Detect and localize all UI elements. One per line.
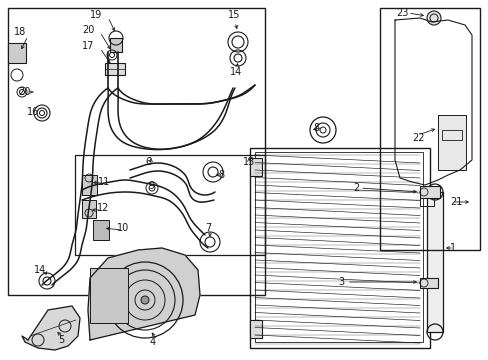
Text: 7: 7	[204, 223, 211, 233]
Bar	[249, 158, 262, 176]
Text: 4: 4	[150, 337, 156, 347]
Text: 20: 20	[82, 25, 94, 35]
Bar	[419, 278, 437, 288]
Text: 22: 22	[411, 133, 424, 143]
Bar	[441, 130, 461, 140]
Text: 14: 14	[34, 265, 46, 275]
Bar	[419, 186, 439, 198]
Bar	[419, 198, 433, 206]
Bar	[8, 43, 26, 63]
Bar	[249, 148, 429, 348]
Circle shape	[141, 296, 149, 304]
Text: 18: 18	[14, 27, 26, 37]
Polygon shape	[88, 248, 200, 340]
Text: 8: 8	[313, 123, 319, 133]
Text: 5: 5	[58, 335, 64, 345]
Text: 19: 19	[90, 10, 102, 20]
Text: 6: 6	[145, 157, 151, 167]
Circle shape	[426, 11, 440, 25]
Text: 9: 9	[148, 181, 154, 191]
Bar	[379, 8, 479, 250]
Bar	[82, 175, 97, 195]
Polygon shape	[22, 306, 80, 350]
Text: 3: 3	[337, 277, 344, 287]
Bar	[90, 268, 128, 323]
Bar	[426, 192, 442, 332]
Bar	[75, 155, 264, 255]
Text: 23: 23	[395, 8, 407, 18]
Text: 2: 2	[352, 183, 359, 193]
Text: 1: 1	[449, 243, 455, 253]
Bar	[82, 200, 96, 218]
Text: 13: 13	[243, 157, 255, 167]
Text: 15: 15	[227, 10, 240, 20]
Text: 17: 17	[82, 41, 94, 51]
Bar	[249, 320, 262, 338]
Bar	[110, 38, 122, 52]
Bar	[437, 115, 465, 170]
Text: 10: 10	[117, 223, 129, 233]
Bar	[105, 63, 125, 75]
Text: 20: 20	[18, 87, 30, 97]
Text: 16: 16	[27, 107, 39, 117]
Bar	[8, 8, 264, 295]
Text: 11: 11	[98, 177, 110, 187]
Text: 21: 21	[449, 197, 462, 207]
Text: 8: 8	[218, 170, 224, 180]
Bar	[254, 152, 422, 342]
Text: 12: 12	[97, 203, 109, 213]
Bar	[93, 220, 109, 240]
Text: 14: 14	[229, 67, 242, 77]
